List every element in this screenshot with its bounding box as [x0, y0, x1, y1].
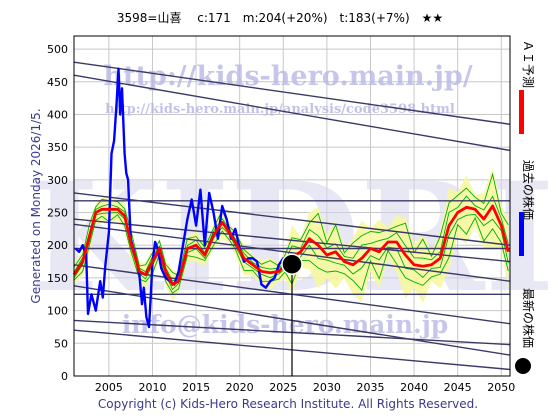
ai-forecast-line	[72, 204, 510, 286]
trend-lines	[73, 61, 511, 371]
x-tick-label-2040: 2040	[400, 381, 428, 394]
legend-past-label: 過去の株価	[521, 160, 536, 220]
x-tick-label-2020: 2020	[226, 381, 254, 394]
legend-latest-marker	[515, 358, 531, 374]
y-tick-label-500: 500	[47, 43, 68, 56]
y-tick-label-100: 100	[47, 305, 68, 318]
watermark-url-analysis: http://kids-hero.main.jp/analysis/code35…	[105, 102, 455, 117]
past-price-line	[74, 67, 293, 329]
x-tick-label-2005: 2005	[95, 381, 123, 394]
x-tick-label-2045: 2045	[444, 381, 472, 394]
trend-line-5	[73, 218, 511, 263]
y-tick-label-50: 50	[54, 337, 68, 350]
legend-past-swatch	[519, 212, 524, 256]
y-tick-label-200: 200	[47, 239, 68, 252]
legend-ai-swatch	[519, 90, 524, 134]
x-tick-label-2035: 2035	[356, 381, 384, 394]
x-tick-label-2030: 2030	[313, 381, 341, 394]
trend-line-2	[73, 74, 511, 152]
series-layer	[72, 67, 510, 329]
copyright-text: Copyright (c) Kids-Hero Research Institu…	[98, 397, 478, 411]
y-tick-label-250: 250	[47, 207, 68, 220]
y-tick-label-450: 450	[47, 76, 68, 89]
y-tick-label-0: 0	[61, 370, 68, 383]
y-tick-label-350: 350	[47, 141, 68, 154]
latest-price-layer	[281, 253, 303, 376]
plot-area: KIDRI http://kids-hero.main.jp/ http://k…	[29, 35, 555, 377]
watermark-url-main: http://kids-hero.main.jp/	[103, 61, 472, 92]
chart-title: 3598=山喜 c:171 m:204(+20%) t:183(+7%) ★★	[117, 11, 443, 25]
watermark-email: info@kids-hero.main.jp	[122, 310, 449, 339]
trend-line-6	[73, 223, 511, 282]
x-tick-label-2015: 2015	[182, 381, 210, 394]
trend-line-1	[73, 61, 511, 125]
y-tick-label-400: 400	[47, 108, 68, 121]
x-axis-ticks: 2005 2010 2015 2020 2025 2030 2035 2040 2045 2050	[95, 381, 515, 394]
x-tick-label-2050: 2050	[487, 381, 515, 394]
generated-date-label: Generated on Monday 2026/1/5.	[29, 108, 43, 303]
y-tick-label-150: 150	[47, 272, 68, 285]
legend: ＡＩ予測 過去の株価 最新の株価	[515, 40, 536, 374]
x-tick-label-2010: 2010	[138, 381, 166, 394]
latest-price-marker	[281, 253, 303, 275]
legend-ai-label: ＡＩ予測	[521, 40, 535, 88]
legend-latest-label: 最新の株価	[521, 288, 536, 348]
y-tick-label-300: 300	[47, 174, 68, 187]
x-tick-label-2025: 2025	[269, 381, 297, 394]
plot-frame	[73, 35, 511, 377]
trend-line-4	[73, 192, 511, 246]
y-axis-ticks: 0 50 100 150 200 250 300 350 400 450 500	[47, 43, 68, 383]
